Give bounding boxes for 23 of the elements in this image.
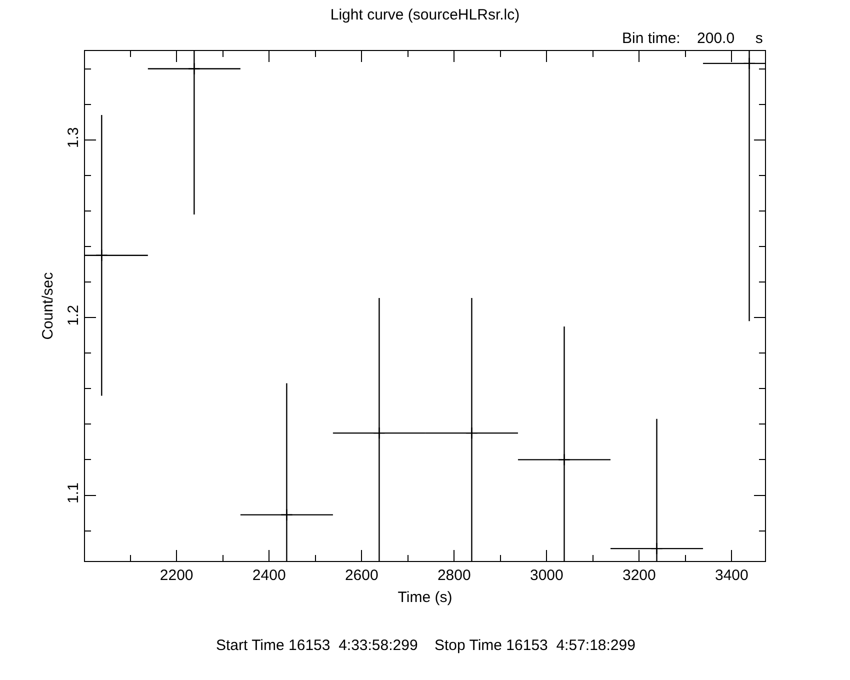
y-tick-label: 1.3 <box>65 127 82 148</box>
x-tick-label: 3400 <box>715 567 748 584</box>
chart-title: Light curve (sourceHLRsr.lc) <box>330 6 520 24</box>
point <box>558 454 570 466</box>
y-tick-label: 1.1 <box>65 482 82 504</box>
point <box>95 249 108 262</box>
x-tick-label: 2200 <box>160 567 194 584</box>
x-tick-label: 2400 <box>252 567 286 584</box>
point <box>743 57 756 70</box>
point <box>466 426 478 440</box>
point <box>188 62 200 75</box>
x-tick-label: 2600 <box>344 567 378 584</box>
point <box>280 508 293 521</box>
x-tick-label: 2800 <box>437 567 471 584</box>
x-tick-label: 3000 <box>530 567 564 584</box>
point <box>650 542 663 555</box>
text: Bin time: 200.0 s <box>622 30 763 47</box>
x-axis-title: Time (s) <box>398 589 452 606</box>
text: Start Time 16153 4:33:58:299 Stop Time 16153 4:57:18:299 <box>216 637 636 654</box>
x-tick-label: 3200 <box>622 567 656 584</box>
y-tick-label: 1.2 <box>65 304 82 326</box>
y-axis-title: Count/sec <box>39 272 56 340</box>
point <box>373 426 386 440</box>
